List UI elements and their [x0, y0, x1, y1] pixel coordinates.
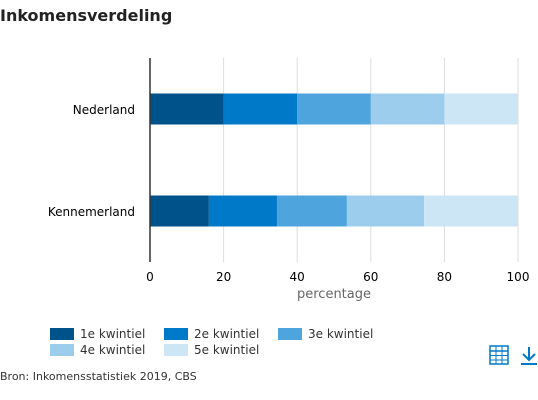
download-icon[interactable] [518, 344, 538, 366]
bar-segment [223, 93, 298, 125]
x-axis-label: percentage [297, 287, 371, 302]
category-label: Kennemerland [48, 205, 135, 219]
bar-segment [150, 93, 224, 125]
x-tick-labels: 0 20 40 60 80 100 [146, 270, 529, 284]
legend-swatch [164, 344, 188, 356]
legend-swatch [164, 328, 188, 340]
x-tick-label: 80 [437, 270, 452, 284]
bar-segment [346, 195, 425, 227]
category-labels: Nederland Kennemerland [48, 103, 135, 219]
x-tick-label: 40 [290, 270, 305, 284]
bar-segment [444, 93, 518, 125]
legend-label: 1e kwintiel [80, 327, 146, 341]
bar-segment [208, 195, 277, 227]
x-tick-label: 100 [507, 270, 530, 284]
legend-item: 1e kwintiel [50, 327, 164, 341]
bar-segment [370, 93, 445, 125]
bar-segment [297, 93, 371, 125]
bar-segment [150, 195, 209, 227]
x-tick-label: 0 [146, 270, 154, 284]
x-tick-label: 60 [363, 270, 378, 284]
table-icon[interactable] [488, 344, 510, 366]
x-tick-label: 20 [216, 270, 231, 284]
chart-title: Inkomensverdeling [0, 6, 173, 25]
legend-label: 4e kwintiel [80, 343, 146, 357]
legend-item: 2e kwintiel [164, 327, 278, 341]
category-label: Nederland [73, 103, 135, 117]
source-note: Bron: Inkomensstatistiek 2019, CBS [0, 370, 197, 383]
legend-swatch [278, 328, 302, 340]
legend-swatch [50, 344, 74, 356]
legend-swatch [50, 328, 74, 340]
toolbar-icons [488, 344, 538, 366]
legend-label: 3e kwintiel [308, 327, 374, 341]
legend-item: 3e kwintiel [278, 327, 392, 341]
bar-segment [276, 195, 347, 227]
legend-item: 5e kwintiel [164, 343, 278, 357]
chart-plot: Nederland Kennemerland 0 20 40 60 80 100 perce… [48, 58, 529, 302]
legend: 1e kwintiel 2e kwintiel 3e kwintiel 4e kwin… [50, 327, 500, 357]
legend-label: 2e kwintiel [194, 327, 260, 341]
bar-segment [424, 195, 518, 227]
legend-item: 4e kwintiel [50, 343, 164, 357]
gridlines [223, 58, 519, 262]
bar-segments [150, 93, 518, 227]
legend-label: 5e kwintiel [194, 343, 260, 357]
